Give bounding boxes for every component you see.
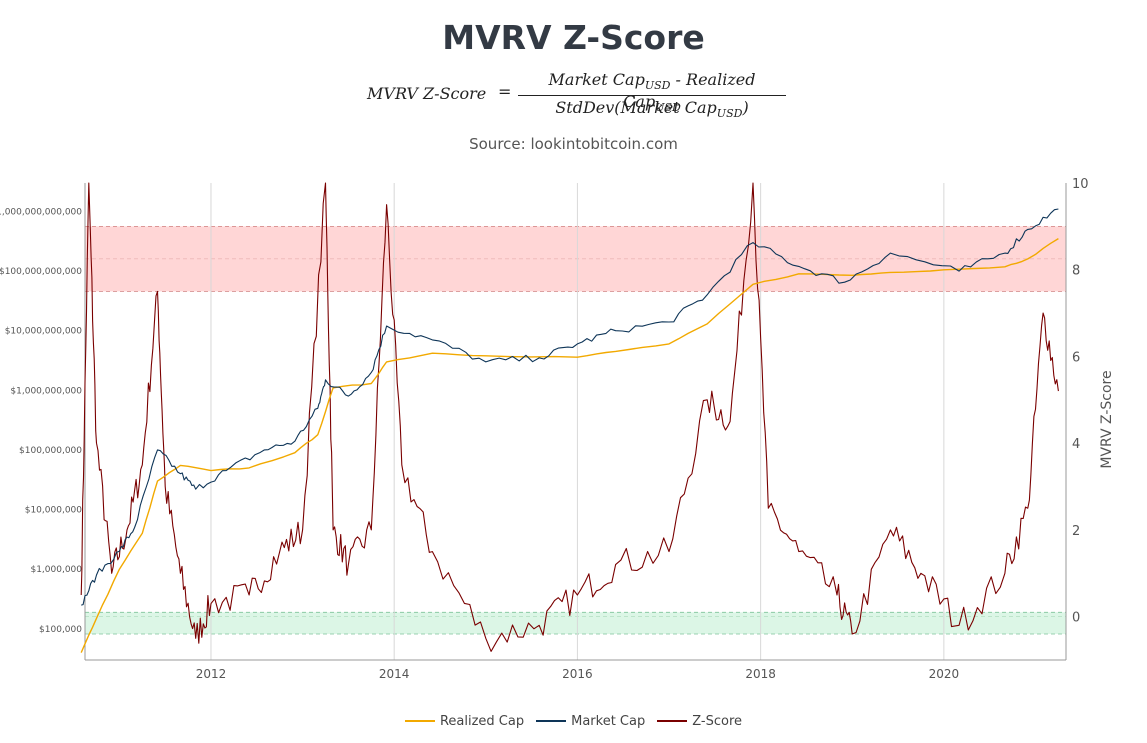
x-tick-label: 2018 [745, 667, 776, 681]
legend-swatch [536, 719, 567, 722]
y-left-tick-label: $100,000 [39, 625, 82, 635]
y-right-tick-label: 0 [1072, 611, 1080, 626]
green-band [85, 612, 1066, 634]
y-right-axis-title: MVRV Z-Score [1099, 370, 1115, 468]
formula-lhs: MVRV Z-Score [367, 84, 487, 103]
formula-fraction-bar [518, 95, 786, 96]
chart-title: MVRV Z-Score [442, 18, 705, 57]
legend-item[interactable]: Market Cap [536, 714, 645, 729]
legend-label: Market Cap [571, 714, 646, 729]
legend-label: Z-Score [692, 714, 743, 729]
legend-swatch [657, 719, 688, 722]
y-left-tick-label: $1,000,000,000 [10, 386, 82, 396]
y-right-tick-label: 2 [1072, 524, 1080, 539]
legend-item[interactable]: Z-Score [657, 714, 742, 729]
zscore-line [80, 182, 1059, 652]
formula-numerator: Market CapUSD - Realized CapUSD [548, 70, 756, 115]
formula-denominator: StdDev(Market CapUSD) [555, 98, 749, 121]
y-right-tick-label: 10 [1072, 177, 1089, 192]
y-left-tick-label: $10,000,000,000 [5, 327, 83, 337]
y-right-tick-label: 8 [1072, 264, 1080, 279]
chart-source: Source: lookintobitcoin.com [469, 135, 678, 153]
formula: MVRV Z-Score = Market CapUSD - Realized … [0, 68, 1147, 120]
y-left-tick-label: $1,000,000 [30, 565, 82, 575]
y-left-tick-label: 1,000,000,000,000 [0, 207, 82, 217]
legend-swatch [404, 719, 435, 722]
y-left-tick-label: $100,000,000,000 [0, 267, 82, 277]
y-right-tick-label: 6 [1072, 350, 1080, 365]
x-tick-label: 2014 [379, 667, 410, 681]
y-right-tick-label: 4 [1072, 437, 1080, 452]
formula-equals: = [498, 82, 512, 101]
x-tick-label: 2016 [562, 667, 593, 681]
legend-label: Realized Cap [439, 714, 525, 729]
realized-cap-line [80, 238, 1059, 653]
market-cap-line [81, 208, 1059, 606]
x-tick-label: 2020 [929, 667, 960, 681]
legend-item[interactable]: Realized Cap [404, 714, 525, 729]
y-left-tick-label: $10,000,000 [25, 506, 83, 516]
y-left-tick-label: $100,000,000 [19, 446, 82, 456]
x-tick-label: 2012 [196, 667, 227, 681]
legend: Realized Cap Market Cap Z-Score [0, 714, 1147, 729]
